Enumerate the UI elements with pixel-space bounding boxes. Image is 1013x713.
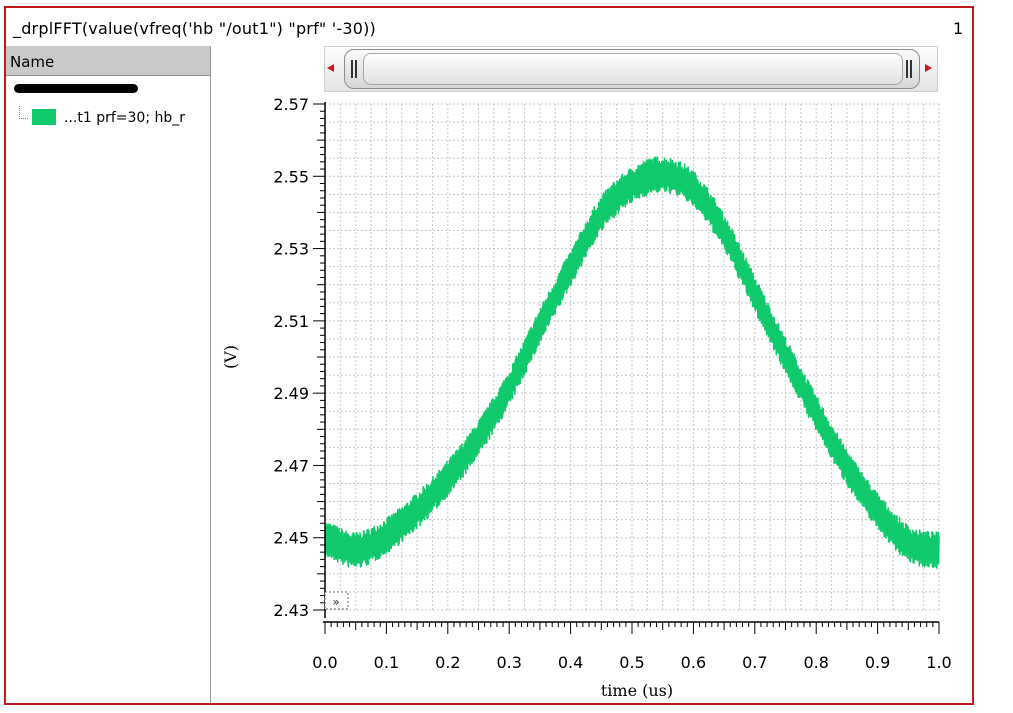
x-tick-label: 0.4 <box>558 653 583 672</box>
trace-label[interactable]: ...t1 prf=30; hb_r <box>64 110 185 126</box>
trace-color-swatch[interactable] <box>32 109 56 125</box>
trace-browser-panel: Name ...t1 prf=30; hb_r <box>6 46 211 703</box>
x-tick-label: 0.0 <box>312 653 337 672</box>
x-tick-label: 0.5 <box>619 653 644 672</box>
x-scrollbar-thumb-body[interactable] <box>363 53 903 85</box>
y-tick-labels: 2.43 2.45 2.47 2.49 2.51 2.53 2.55 2.57 <box>273 95 309 620</box>
plot-axes <box>313 102 940 634</box>
scrollbar-left-grip-icon[interactable] <box>351 60 357 78</box>
y-axis-label: (V) <box>221 345 240 369</box>
x-tick-label: 0.7 <box>742 653 767 672</box>
x-tick-label: 0.3 <box>496 653 521 672</box>
x-tick-label: 0.1 <box>374 653 399 672</box>
x-axis-label: time (us) <box>601 681 673 700</box>
y-tick-label: 2.53 <box>273 240 309 259</box>
x-tick-labels: 0.0 0.1 0.2 0.3 0.4 0.5 0.6 0.7 0.8 0.9 1.0 <box>312 653 951 672</box>
y-tick-label: 2.45 <box>273 529 309 548</box>
y-tick-label: 2.57 <box>273 95 309 114</box>
name-column-header[interactable]: Name <box>6 46 210 76</box>
y-tick-label: 2.55 <box>273 167 309 186</box>
redacted-item <box>14 84 138 93</box>
zoom-fit-button[interactable]: » <box>324 591 349 610</box>
x-tick-label: 0.2 <box>435 653 460 672</box>
y-tick-label: 2.47 <box>273 456 309 475</box>
zoom-fit-icon[interactable]: » <box>332 595 339 609</box>
y-tick-label: 2.49 <box>273 384 309 403</box>
x-tick-label: 1.0 <box>926 653 951 672</box>
tree-connector-icon <box>19 106 28 119</box>
y-tick-label: 2.43 <box>273 601 309 620</box>
scrollbar-right-grip-icon[interactable] <box>906 60 912 78</box>
waveform-trace <box>324 156 940 569</box>
waveform-line <box>324 156 940 569</box>
x-tick-label: 0.6 <box>681 653 706 672</box>
x-tick-label: 0.9 <box>865 653 890 672</box>
subwindow-number: 1 <box>953 19 964 38</box>
x-tick-label: 0.8 <box>803 653 828 672</box>
scroll-right-arrow-icon[interactable] <box>925 64 932 72</box>
scroll-left-arrow-icon[interactable] <box>327 64 334 72</box>
window-title: _drplFFT(value(vfreq('hb "/out1") "prf" … <box>13 19 376 38</box>
y-tick-label: 2.51 <box>273 312 309 331</box>
